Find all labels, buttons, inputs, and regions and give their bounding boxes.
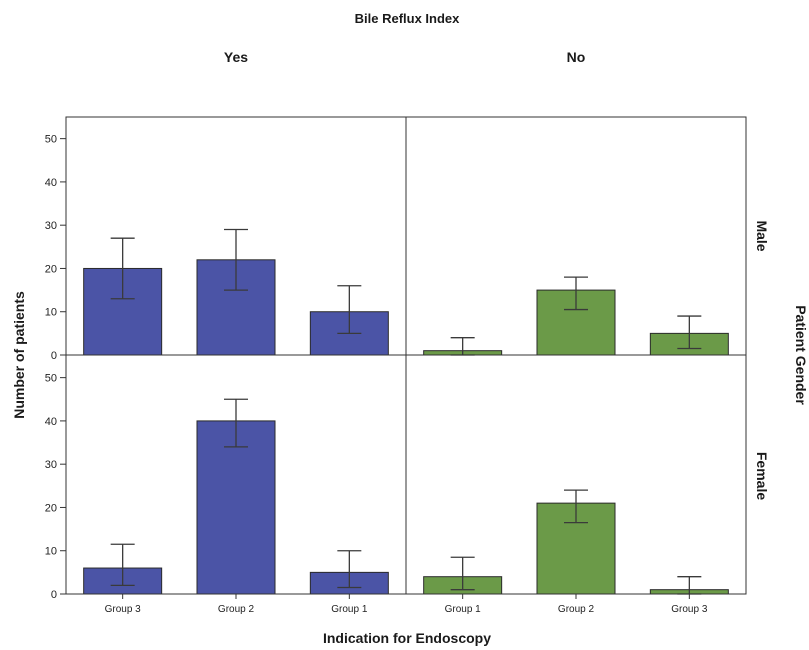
y-tick-label: 20 — [45, 502, 57, 514]
x-tick-label: Group 2 — [218, 604, 255, 615]
y-tick-label: 40 — [45, 416, 57, 428]
x-axis-label: Indication for Endoscopy — [323, 630, 491, 646]
y-tick-label: 30 — [45, 220, 57, 232]
row-label-female: Female — [754, 452, 770, 500]
column-headers: Yes No — [224, 49, 585, 65]
y-tick-label: 30 — [45, 459, 57, 471]
x-tick-label: Group 3 — [671, 604, 708, 615]
x-tick-label: Group 1 — [445, 604, 482, 615]
chart-axes: 0 10 20 30 40 50 0 10 20 30 40 50 Group 3 Group 2 Grou… — [45, 116, 747, 615]
y-axis-label: Number of patients — [11, 291, 27, 419]
y-tick-label: 20 — [45, 263, 57, 275]
y-tick-label: 0 — [51, 589, 57, 601]
y-tick-label: 50 — [45, 373, 57, 385]
row-labels: Male Female — [754, 220, 770, 500]
y-tick-label: 10 — [45, 546, 57, 558]
chart-title: Bile Reflux Index — [355, 11, 461, 26]
x-tick-label: Group 3 — [105, 604, 142, 615]
bar-yes-female-group-2 — [196, 420, 276, 595]
y-tick-label: 40 — [45, 177, 57, 189]
y-tick-label: 50 — [45, 134, 57, 146]
column-header-no: No — [567, 49, 586, 65]
row-facet-label: Patient Gender — [793, 305, 809, 405]
row-label-male: Male — [754, 220, 770, 251]
x-tick-label: Group 2 — [558, 604, 595, 615]
chart-panels — [83, 228, 729, 595]
y-tick-label: 0 — [51, 350, 57, 362]
column-header-yes: Yes — [224, 49, 248, 65]
y-tick-label: 10 — [45, 307, 57, 319]
x-tick-label: Group 1 — [331, 604, 368, 615]
